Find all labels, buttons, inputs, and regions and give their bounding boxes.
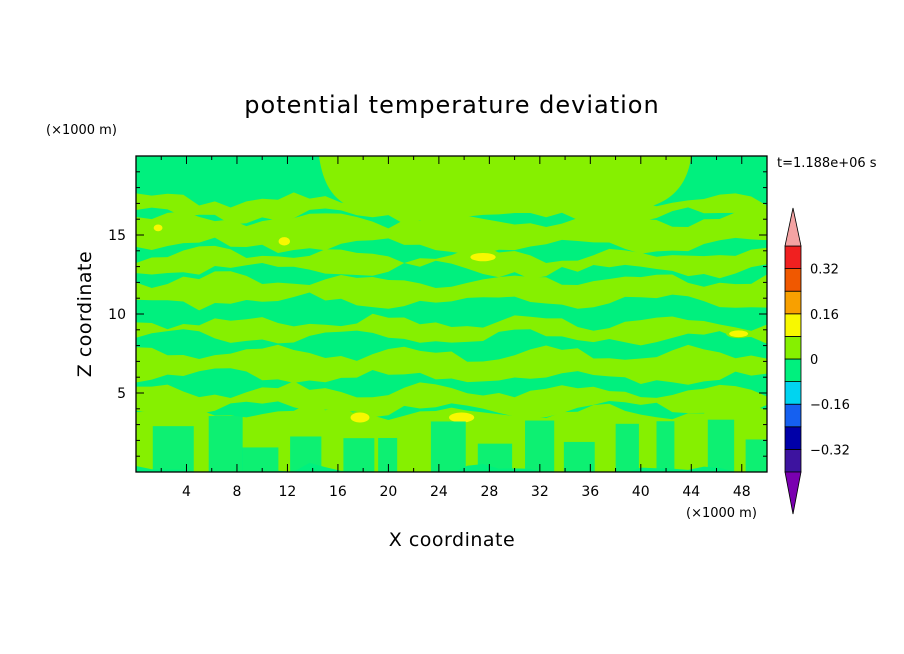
contour-patch <box>350 412 370 423</box>
x-tick-label: 12 <box>279 484 297 500</box>
contour-column <box>656 421 675 472</box>
y-tick-label: 10 <box>108 307 126 323</box>
contour-column <box>525 420 555 472</box>
colorbar-segment <box>784 403 802 428</box>
colorbar-segment <box>784 426 802 450</box>
contour-band <box>136 344 767 385</box>
colorbar: 0.32 0.16 0 −0.16 −0.32 <box>784 207 850 515</box>
colorbar-segment <box>784 335 802 360</box>
y-axis-label: Z coordinate <box>74 251 96 377</box>
contour-column <box>208 415 243 472</box>
contour-field <box>136 156 767 472</box>
x-tick-label: 28 <box>480 484 498 500</box>
colorbar-segment <box>784 245 802 270</box>
x-tick-label: 36 <box>581 484 599 500</box>
x-tick-label: 44 <box>682 484 700 500</box>
contour-band <box>136 381 767 418</box>
contour-band <box>136 313 767 346</box>
time-label: t=1.188e+06 s <box>777 156 877 171</box>
chart-title: potential temperature deviation <box>244 91 659 119</box>
x-tick-label: 16 <box>329 484 347 500</box>
colorbar-segment <box>784 290 802 315</box>
colorbar-tick-label: −0.16 <box>810 398 850 413</box>
contour-patch <box>470 252 496 262</box>
colorbar-segment <box>784 381 802 405</box>
contour-patch <box>153 224 163 232</box>
contour-column <box>477 443 513 472</box>
x-axis-unit: (×1000 m) <box>686 506 757 521</box>
y-axis-unit: (×1000 m) <box>46 123 117 138</box>
x-tick-label: 40 <box>632 484 650 500</box>
x-tick-label: 20 <box>379 484 397 500</box>
contour-patch <box>278 237 290 246</box>
x-tick-label: 32 <box>531 484 549 500</box>
colorbar-under-arrow <box>784 471 802 515</box>
x-tick-label: 4 <box>182 484 191 500</box>
y-tick-label: 15 <box>108 228 126 244</box>
colorbar-segment <box>784 313 802 337</box>
contour-column <box>707 419 735 472</box>
colorbar-over-arrow <box>784 207 802 247</box>
x-tick-label: 24 <box>430 484 448 500</box>
contour-column <box>242 447 279 472</box>
contour-cap <box>318 156 692 212</box>
x-tick-label: 48 <box>733 484 751 500</box>
contour-column <box>430 421 466 472</box>
contour-column <box>615 423 639 472</box>
colorbar-segment <box>784 268 802 292</box>
colorbar-tick-label: 0 <box>810 353 818 368</box>
colorbar-segment <box>784 358 802 383</box>
contour-patch <box>448 412 475 423</box>
x-axis-label: X coordinate <box>389 529 515 551</box>
colorbar-tick-label: −0.32 <box>810 443 850 458</box>
contour-column <box>563 441 595 472</box>
colorbar-tick-label: 0.32 <box>810 263 839 278</box>
contour-column <box>343 438 375 472</box>
colorbar-segment <box>784 448 802 473</box>
contour-band <box>136 271 767 311</box>
colorbar-tick-label: 0.16 <box>810 308 839 323</box>
contour-column <box>378 437 398 472</box>
x-tick-label: 8 <box>232 484 241 500</box>
contour-band <box>136 245 767 279</box>
contour-column <box>745 439 767 472</box>
y-tick-label: 5 <box>117 386 126 402</box>
contour-column <box>152 426 194 472</box>
contour-patch <box>729 330 749 338</box>
contour-column <box>290 436 322 472</box>
